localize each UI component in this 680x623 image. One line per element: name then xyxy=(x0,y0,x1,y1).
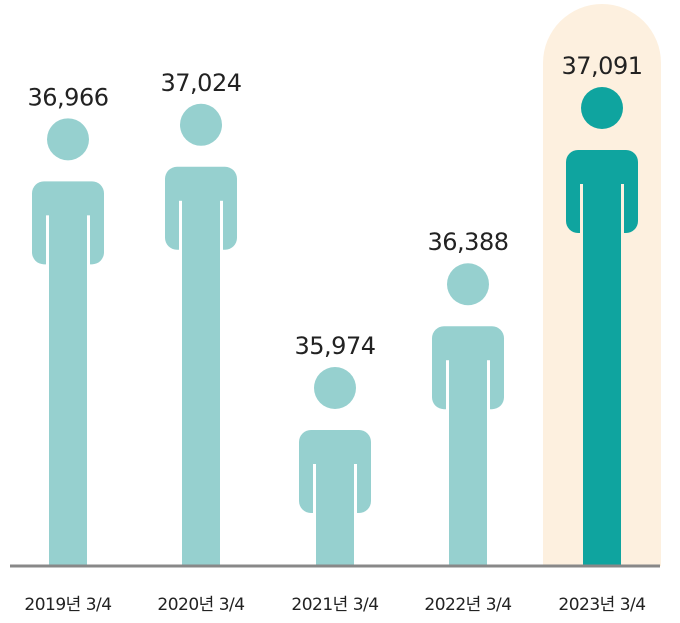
person-legs xyxy=(583,170,621,566)
arm-gap-right xyxy=(220,200,223,252)
data-label: 35,974 xyxy=(295,332,376,360)
arm-gap-left xyxy=(313,464,316,515)
person-icon xyxy=(432,263,504,566)
person-icon xyxy=(566,87,638,566)
data-label: 37,091 xyxy=(562,52,643,80)
person-head xyxy=(180,103,222,146)
x-tick-label: 2019년 3/4 xyxy=(24,595,111,615)
arm-gap-left xyxy=(580,184,583,235)
person-legs xyxy=(449,346,487,566)
x-tick-label: 2023년 3/4 xyxy=(558,595,645,615)
arm-gap-right xyxy=(621,184,624,235)
x-tick-label: 2020년 3/4 xyxy=(157,595,244,615)
arm-gap-left xyxy=(446,360,449,412)
person-icon xyxy=(299,367,371,566)
person-head xyxy=(314,367,356,409)
arm-gap-left xyxy=(179,200,182,252)
arm-gap-left xyxy=(46,215,49,267)
x-tick-label: 2022년 3/4 xyxy=(424,595,511,615)
person-head xyxy=(47,118,89,161)
arm-gap-right xyxy=(487,360,490,412)
person-icon xyxy=(32,118,104,566)
data-label: 36,966 xyxy=(28,83,109,111)
person-icon xyxy=(165,103,237,566)
arm-gap-right xyxy=(87,215,90,267)
person-legs xyxy=(49,201,87,566)
person-legs xyxy=(182,186,220,566)
person-legs xyxy=(316,450,354,566)
data-label: 36,388 xyxy=(428,228,509,256)
data-label: 37,024 xyxy=(161,69,242,97)
person-head xyxy=(447,263,489,306)
x-tick-label: 2021년 3/4 xyxy=(291,595,378,615)
arm-gap-right xyxy=(354,464,357,515)
person-head xyxy=(581,87,623,129)
